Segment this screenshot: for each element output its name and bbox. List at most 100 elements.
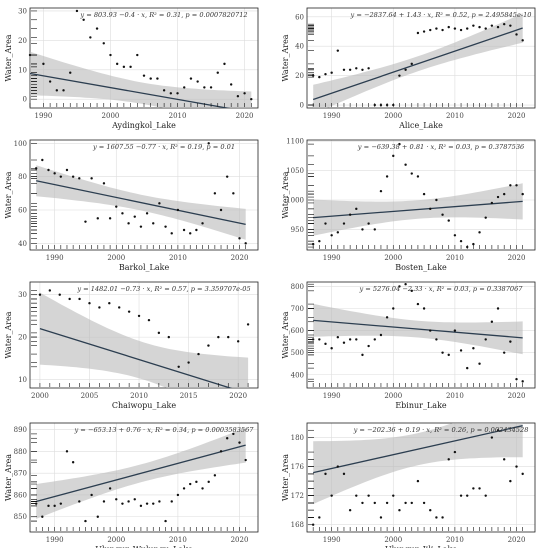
data-point (330, 494, 333, 497)
data-point (250, 97, 253, 101)
data-point (355, 67, 358, 70)
data-point (213, 474, 217, 477)
data-point (478, 231, 481, 234)
data-point (89, 36, 92, 39)
data-point (484, 494, 487, 497)
data-point (515, 465, 518, 468)
data-point (102, 42, 105, 45)
data-point (398, 74, 401, 77)
data-point (48, 289, 52, 292)
data-point (42, 62, 45, 66)
confidence-band (313, 13, 523, 108)
x-axis-label: Ulungur_Jili_Lake (385, 545, 458, 548)
y-axis-label: Water_Area (281, 311, 290, 358)
data-point (348, 68, 352, 71)
panel-1: 0 10 20 30 1990 2000 2010 2020 y = 803.93 −0.4 ·… (4, 7, 259, 130)
y-axis-label: Water_Area (4, 454, 13, 501)
data-point (238, 441, 241, 444)
regression-line (39, 327, 233, 388)
x-tick-label: 2000 (384, 392, 402, 400)
y-tick-label: 10 (18, 66, 27, 74)
data-point (182, 487, 186, 490)
data-point (459, 239, 463, 243)
data-point (459, 494, 463, 497)
x-axis-label: Aydingkol_Lake (111, 121, 176, 130)
y-tick-label: 800 (291, 283, 304, 291)
data-point (379, 516, 383, 519)
y-tick-label: 30 (18, 7, 27, 15)
panel-6: 400 500 600 700 800 1990 2000 2010 2020 y = 5276.… (281, 281, 536, 410)
regression-line (30, 72, 231, 108)
data-point (385, 103, 389, 107)
data-point (82, 18, 85, 21)
data-point (515, 33, 518, 36)
y-tick-label: 10 (18, 376, 27, 384)
data-point (196, 80, 199, 83)
data-point (324, 72, 327, 76)
data-point (447, 353, 450, 357)
regression-equation: y = 1482.01 −0.73 · x, R² = 0.57, p = 3.… (76, 285, 250, 293)
data-point (38, 293, 42, 296)
data-point (404, 283, 407, 286)
data-point (95, 27, 99, 30)
y-tick-label: 20 (18, 334, 27, 342)
x-tick-label: 2020 (236, 112, 254, 120)
data-point (472, 24, 475, 27)
data-point (164, 519, 167, 523)
y-tick-label: 1100 (286, 138, 304, 146)
data-point (53, 172, 56, 175)
regression-line (313, 200, 523, 219)
y-tick-label: 60 (295, 13, 304, 21)
data-point (217, 335, 220, 339)
data-point (379, 189, 383, 193)
y-tick-label: 850 (14, 513, 27, 521)
data-point (47, 168, 50, 172)
panel-4: 950 1000 1050 1100 1990 2000 2010 2020 y = −639.… (281, 138, 536, 272)
data-point (348, 213, 352, 216)
data-point (102, 500, 106, 503)
data-point (459, 28, 463, 32)
confidence-band (39, 292, 249, 388)
y-tick-label: 500 (291, 349, 304, 357)
y-tick-label: 172 (291, 492, 304, 500)
confidence-band (313, 423, 523, 505)
data-point (71, 461, 75, 464)
data-point (187, 361, 190, 364)
x-tick-label: 1990 (46, 254, 64, 262)
x-tick-label: 2000 (384, 112, 402, 120)
data-point (496, 25, 500, 29)
data-point (59, 502, 63, 505)
data-point (167, 335, 170, 339)
y-tick-label: 860 (14, 491, 27, 499)
data-point (404, 163, 407, 166)
regression-line (313, 319, 523, 339)
data-point (515, 377, 518, 381)
data-point (96, 217, 99, 220)
x-tick-label: 2000 (107, 536, 125, 544)
data-point (145, 502, 149, 505)
data-point (115, 205, 118, 208)
data-point (466, 27, 469, 30)
data-point (216, 71, 219, 74)
data-point (243, 92, 246, 95)
data-point (182, 228, 186, 232)
data-point (311, 242, 315, 246)
data-point (121, 502, 124, 505)
data-point (229, 83, 233, 86)
data-point (379, 103, 383, 107)
panel-5: 10 20 30 2000 2005 2010 2015 2020 y = 1482.01 −0… (4, 281, 259, 410)
x-tick-label: 2010 (169, 254, 187, 262)
data-point (84, 220, 87, 223)
data-point (472, 487, 475, 490)
data-point (367, 494, 370, 497)
y-tick-label: 700 (291, 305, 304, 313)
data-point (422, 192, 426, 196)
x-tick-label: 2000 (384, 536, 402, 544)
data-point (441, 28, 444, 32)
data-point (195, 480, 198, 484)
x-axis-label: Ebinur_Lake (395, 401, 447, 410)
data-point (466, 366, 469, 370)
data-point (108, 302, 111, 305)
panel-2: 0 20 40 60 1990 2000 2010 2020 y = −2837.64 + 1.… (281, 7, 536, 130)
x-tick-label: 2010 (446, 536, 464, 544)
